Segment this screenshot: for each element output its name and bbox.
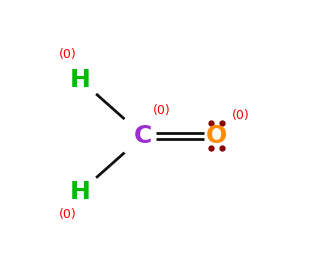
Text: (0): (0)	[59, 208, 76, 221]
Text: H: H	[70, 68, 91, 92]
Text: (0): (0)	[59, 48, 76, 61]
Text: H: H	[70, 180, 91, 204]
Text: (0): (0)	[232, 109, 250, 122]
Text: O: O	[206, 124, 227, 148]
Text: (0): (0)	[153, 104, 171, 117]
Text: C: C	[134, 124, 153, 148]
